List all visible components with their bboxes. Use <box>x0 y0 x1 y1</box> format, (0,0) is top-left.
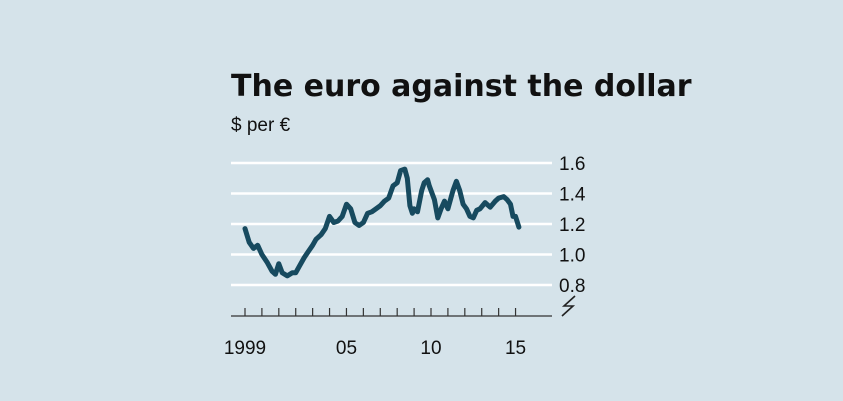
x-tick-label: 10 <box>420 338 441 359</box>
x-tick-label: 05 <box>336 338 357 359</box>
axis-break-icon <box>561 295 576 317</box>
axis-break <box>561 295 576 317</box>
y-tick-label: 1.0 <box>559 246 585 267</box>
series-layer <box>242 166 522 279</box>
x-tick-label: 15 <box>505 338 526 359</box>
chart-title: The euro against the dollar <box>231 69 692 104</box>
y-tick-label: 1.2 <box>559 215 585 236</box>
chart-subtitle: $ per € <box>231 115 291 136</box>
y-tick-label: 0.8 <box>559 276 585 297</box>
x-axis <box>231 308 552 317</box>
gridlines <box>231 161 552 287</box>
y-tick-label: 1.6 <box>559 154 585 175</box>
y-axis-tick-labels: 1.6 1.4 1.2 1.0 0.8 <box>559 154 586 297</box>
series-line <box>242 166 522 279</box>
y-tick-label: 1.4 <box>559 185 586 206</box>
x-axis-tick-labels: 1999 05 10 15 <box>224 338 526 359</box>
x-tick-label: 1999 <box>224 338 266 359</box>
